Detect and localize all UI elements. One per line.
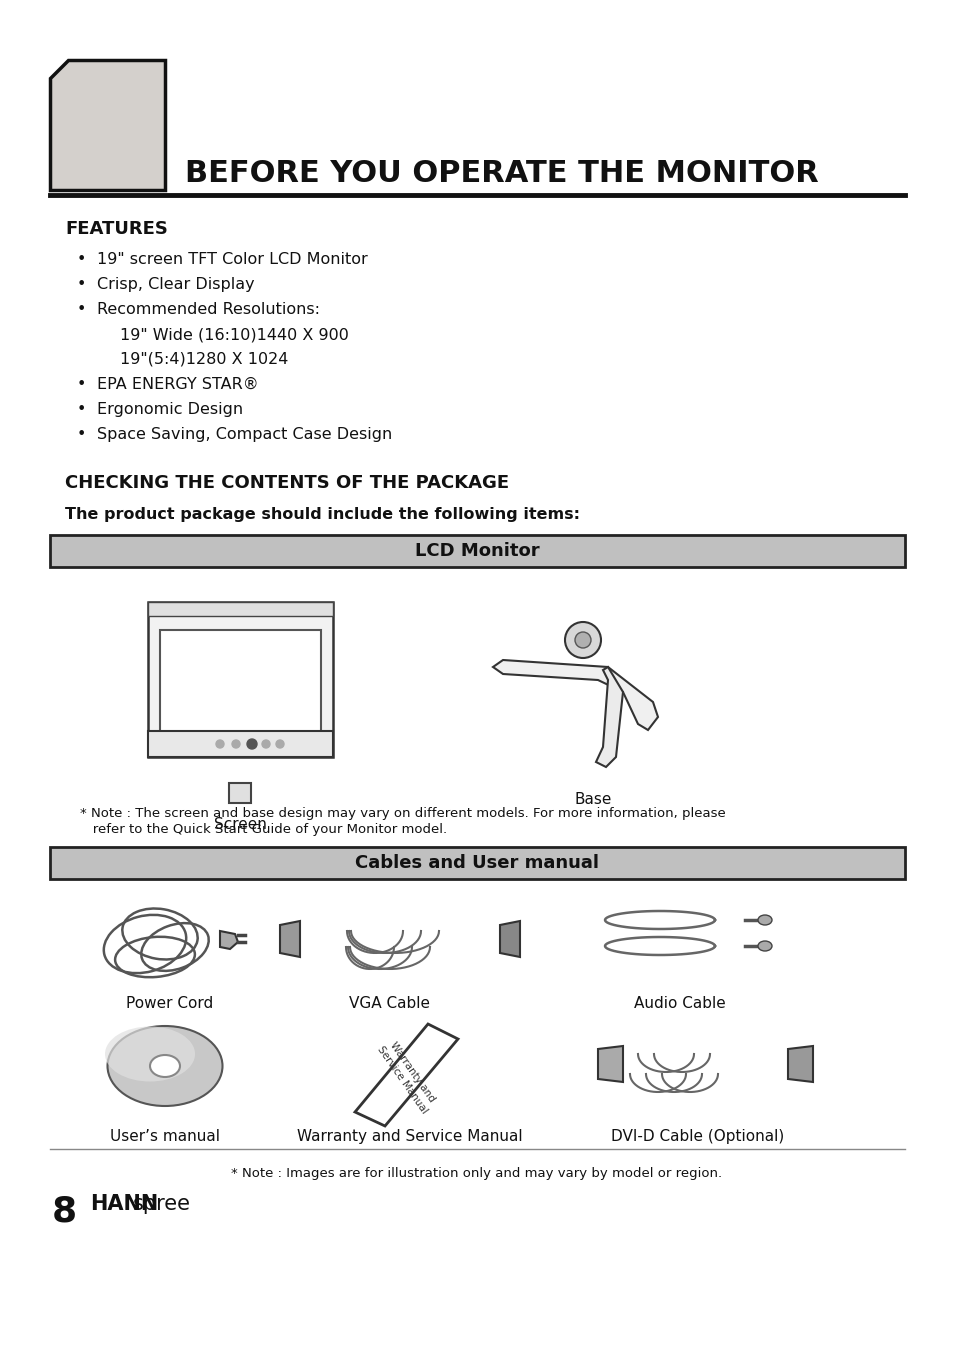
Polygon shape bbox=[787, 1046, 812, 1081]
Polygon shape bbox=[493, 660, 658, 730]
Text: •: • bbox=[77, 402, 87, 417]
FancyBboxPatch shape bbox=[148, 730, 333, 757]
FancyBboxPatch shape bbox=[229, 783, 251, 803]
Text: Ergonomic Design: Ergonomic Design bbox=[97, 402, 243, 417]
Text: •: • bbox=[77, 277, 87, 292]
Text: CHECKING THE CONTENTS OF THE PACKAGE: CHECKING THE CONTENTS OF THE PACKAGE bbox=[65, 474, 509, 491]
Text: •: • bbox=[77, 377, 87, 392]
Text: 19" screen TFT Color LCD Monitor: 19" screen TFT Color LCD Monitor bbox=[97, 252, 367, 267]
FancyBboxPatch shape bbox=[160, 630, 320, 738]
Circle shape bbox=[262, 740, 270, 748]
Text: FEATURES: FEATURES bbox=[65, 220, 168, 238]
Text: * Note : The screen and base design may vary on different models. For more infor: * Note : The screen and base design may … bbox=[80, 807, 725, 819]
Polygon shape bbox=[280, 921, 299, 957]
FancyBboxPatch shape bbox=[50, 535, 904, 567]
Text: Warranty and Service Manual: Warranty and Service Manual bbox=[297, 1129, 522, 1143]
Text: Screen: Screen bbox=[213, 817, 266, 832]
FancyBboxPatch shape bbox=[148, 602, 333, 616]
Text: •: • bbox=[77, 252, 87, 267]
Polygon shape bbox=[50, 59, 165, 190]
Polygon shape bbox=[355, 1025, 457, 1126]
Circle shape bbox=[575, 632, 590, 648]
Text: LCD Monitor: LCD Monitor bbox=[415, 541, 538, 560]
Circle shape bbox=[247, 738, 256, 749]
Text: VGA Cable: VGA Cable bbox=[349, 996, 430, 1011]
Text: BEFORE YOU OPERATE THE MONITOR: BEFORE YOU OPERATE THE MONITOR bbox=[185, 159, 818, 188]
Ellipse shape bbox=[758, 915, 771, 925]
Circle shape bbox=[275, 740, 284, 748]
Text: Warranty and
Service Manual: Warranty and Service Manual bbox=[375, 1037, 438, 1115]
Text: DVI-D Cable (Optional): DVI-D Cable (Optional) bbox=[611, 1129, 783, 1143]
Text: 8: 8 bbox=[52, 1193, 77, 1229]
Text: The product package should include the following items:: The product package should include the f… bbox=[65, 508, 579, 522]
Circle shape bbox=[564, 622, 600, 657]
Text: spree: spree bbox=[132, 1193, 191, 1214]
Ellipse shape bbox=[150, 1054, 180, 1077]
Text: Base: Base bbox=[574, 792, 611, 807]
Text: Audio Cable: Audio Cable bbox=[634, 996, 725, 1011]
Text: EPA ENERGY STAR®: EPA ENERGY STAR® bbox=[97, 377, 258, 392]
Polygon shape bbox=[596, 667, 622, 767]
Text: Cables and User manual: Cables and User manual bbox=[355, 855, 598, 872]
Polygon shape bbox=[220, 931, 237, 949]
Polygon shape bbox=[499, 921, 519, 957]
Text: User’s manual: User’s manual bbox=[110, 1129, 220, 1143]
Ellipse shape bbox=[108, 1026, 222, 1106]
Circle shape bbox=[215, 740, 224, 748]
Text: Recommended Resolutions:: Recommended Resolutions: bbox=[97, 302, 319, 317]
Text: Space Saving, Compact Case Design: Space Saving, Compact Case Design bbox=[97, 427, 392, 441]
Polygon shape bbox=[598, 1046, 622, 1081]
Ellipse shape bbox=[758, 941, 771, 950]
Text: 19"(5:4)1280 X 1024: 19"(5:4)1280 X 1024 bbox=[120, 352, 288, 367]
Ellipse shape bbox=[105, 1026, 194, 1081]
Text: Power Cord: Power Cord bbox=[126, 996, 213, 1011]
Text: 19" Wide (16:10)1440 X 900: 19" Wide (16:10)1440 X 900 bbox=[120, 327, 349, 342]
Text: •: • bbox=[77, 427, 87, 441]
Circle shape bbox=[232, 740, 240, 748]
FancyBboxPatch shape bbox=[148, 602, 333, 757]
Text: * Note : Images are for illustration only and may vary by model or region.: * Note : Images are for illustration onl… bbox=[232, 1166, 721, 1180]
Text: HANN: HANN bbox=[90, 1193, 158, 1214]
FancyBboxPatch shape bbox=[50, 846, 904, 879]
Text: •: • bbox=[77, 302, 87, 317]
Text: refer to the Quick Start Guide of your Monitor model.: refer to the Quick Start Guide of your M… bbox=[80, 824, 447, 836]
Text: Crisp, Clear Display: Crisp, Clear Display bbox=[97, 277, 254, 292]
